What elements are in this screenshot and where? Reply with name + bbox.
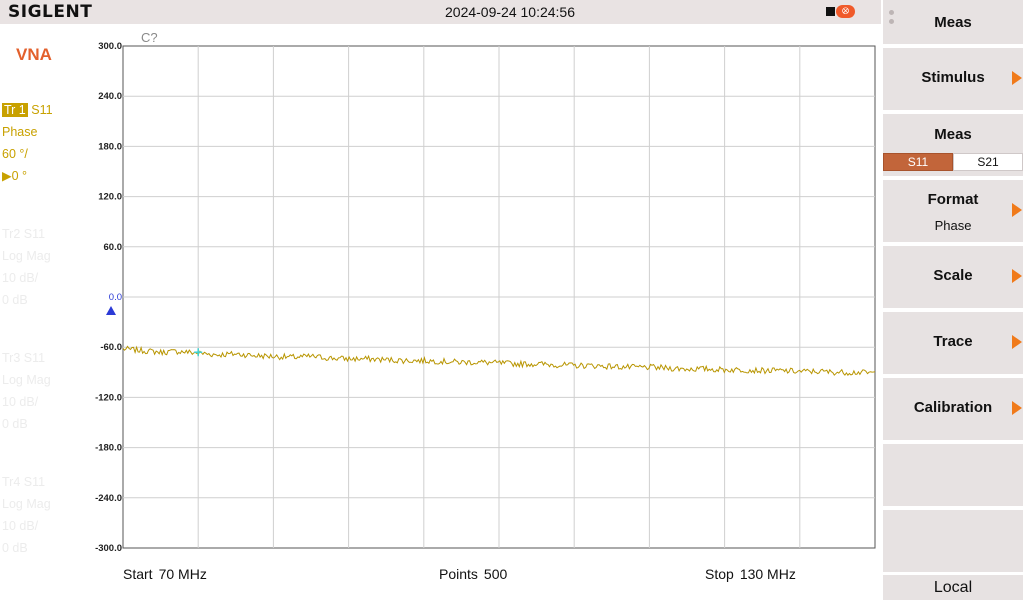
format-label: Format — [927, 191, 979, 208]
points-label: Points — [439, 566, 478, 582]
softkey-panel: Meas Stimulus Meas S11 S21 Format Phase … — [881, 0, 1023, 600]
trace-scale: 10 dB/ — [2, 519, 39, 533]
calibration-button[interactable]: Calibration — [883, 378, 1023, 440]
trace-label: Tr 1 — [2, 103, 28, 117]
ref-level-arrow-icon[interactable] — [106, 306, 116, 315]
trace-format: Phase — [2, 125, 38, 139]
trace-4-info[interactable]: Tr4 S11 Log Mag 10 dB/ 0 dB — [2, 471, 51, 559]
mode-label: VNA — [16, 45, 52, 64]
trace-label: Tr2 — [2, 227, 21, 241]
trace-label: Tr3 — [2, 351, 21, 365]
trace-scale: 10 dB/ — [2, 395, 39, 409]
y-tick-label: -60.0 — [100, 342, 122, 353]
trace-ref: 0 dB — [2, 541, 28, 555]
start-frequency[interactable]: Start 70 MHz — [123, 566, 207, 582]
trace-scale: 10 dB/ — [2, 271, 39, 285]
trace-param: S11 — [23, 475, 46, 489]
trace-plot[interactable]: C? 300.0 240.0 180.0 120.0 60.0 -60.0 -120.0 -1… — [0, 24, 881, 560]
trace-3-info[interactable]: Tr3 S11 Log Mag 10 dB/ 0 dB — [2, 347, 51, 435]
stop-value: 130 MHz — [739, 566, 796, 582]
calibration-label: Calibration — [913, 399, 993, 416]
trace-2-info[interactable]: Tr2 S11 Log Mag 10 dB/ 0 dB — [2, 223, 51, 311]
brand-logo: SIGLENT — [8, 2, 93, 22]
meas-option-s11[interactable]: S11 — [883, 153, 953, 171]
usb-icon: ⭙ — [836, 5, 855, 18]
trace-format: Log Mag — [2, 249, 51, 263]
menu-title: Meas — [934, 14, 972, 31]
trace-menu-label: Trace — [933, 333, 973, 350]
y-tick-label: -300.0 — [95, 543, 122, 554]
submenu-arrow-icon — [1012, 71, 1022, 85]
points-value: 500 — [483, 566, 508, 582]
trace-param: S11 — [31, 103, 53, 117]
y-tick-label: -240.0 — [95, 493, 122, 504]
stimulus-button[interactable]: Stimulus — [883, 48, 1023, 110]
submenu-arrow-icon — [1012, 335, 1022, 349]
meas-label: Meas — [934, 126, 972, 143]
marker-icon[interactable] — [194, 348, 203, 357]
start-label: Start — [123, 566, 153, 582]
stimulus-label: Stimulus — [921, 69, 985, 86]
y-tick-label: 240.0 — [98, 91, 122, 102]
y-tick-labels: 300.0 240.0 180.0 120.0 60.0 -60.0 -120.0 -180.… — [95, 41, 122, 554]
submenu-arrow-icon — [1012, 269, 1022, 283]
meas-option-s21[interactable]: S21 — [953, 153, 1023, 171]
trace-ref: 0 dB — [2, 417, 28, 431]
date-time: 2024-09-24 10:24:56 — [445, 4, 575, 20]
trace-1-line — [122, 345, 876, 377]
scale-label: Scale — [933, 267, 973, 284]
trace-param: S11 — [23, 351, 46, 365]
stop-frequency[interactable]: Stop 130 MHz — [705, 566, 796, 582]
y-tick-label: 60.0 — [104, 242, 123, 253]
stop-icon — [826, 7, 835, 16]
trace-format: Log Mag — [2, 497, 51, 511]
ref-marker-icon: ▶ — [2, 169, 12, 183]
trace-format: Log Mag — [2, 373, 51, 387]
ref-level-label: 0.0 — [109, 292, 122, 303]
trace-label: Tr4 — [2, 475, 21, 489]
stop-label: Stop — [705, 566, 734, 582]
cal-status: C? — [141, 30, 158, 45]
y-tick-label: -120.0 — [95, 392, 122, 403]
top-status-bar: SIGLENT 2024-09-24 10:24:56 ⭙ — [0, 0, 881, 24]
drag-grip-icon[interactable] — [889, 10, 895, 32]
y-tick-label: -180.0 — [95, 443, 122, 454]
trace-ref: 0 ° — [11, 169, 28, 183]
softkey-empty-2[interactable] — [883, 510, 1023, 572]
plot-grid — [122, 45, 876, 549]
status-icons: ⭙ — [826, 5, 856, 19]
format-value: Phase — [934, 218, 972, 233]
start-value: 70 MHz — [158, 566, 207, 582]
trace-1-info[interactable]: Tr 1 S11 Phase 60 °/ ▶0 ° — [2, 99, 53, 187]
submenu-arrow-icon — [1012, 401, 1022, 415]
y-tick-label: 300.0 — [98, 41, 122, 52]
trace-scale: 60 °/ — [2, 147, 28, 161]
softkey-empty-1[interactable] — [883, 444, 1023, 506]
scale-button[interactable]: Scale — [883, 246, 1023, 308]
y-tick-label: 180.0 — [98, 141, 122, 152]
submenu-arrow-icon — [1012, 203, 1022, 217]
softkey-menu-title: Meas — [883, 0, 1023, 44]
trace-button[interactable]: Trace — [883, 312, 1023, 374]
points-count[interactable]: Points 500 — [439, 566, 507, 582]
y-tick-label: 120.0 — [98, 192, 122, 203]
local-button[interactable]: Local — [883, 575, 1023, 600]
trace-ref: 0 dB — [2, 293, 28, 307]
format-button[interactable]: Format Phase — [883, 180, 1023, 242]
trace-param: S11 — [23, 227, 46, 241]
